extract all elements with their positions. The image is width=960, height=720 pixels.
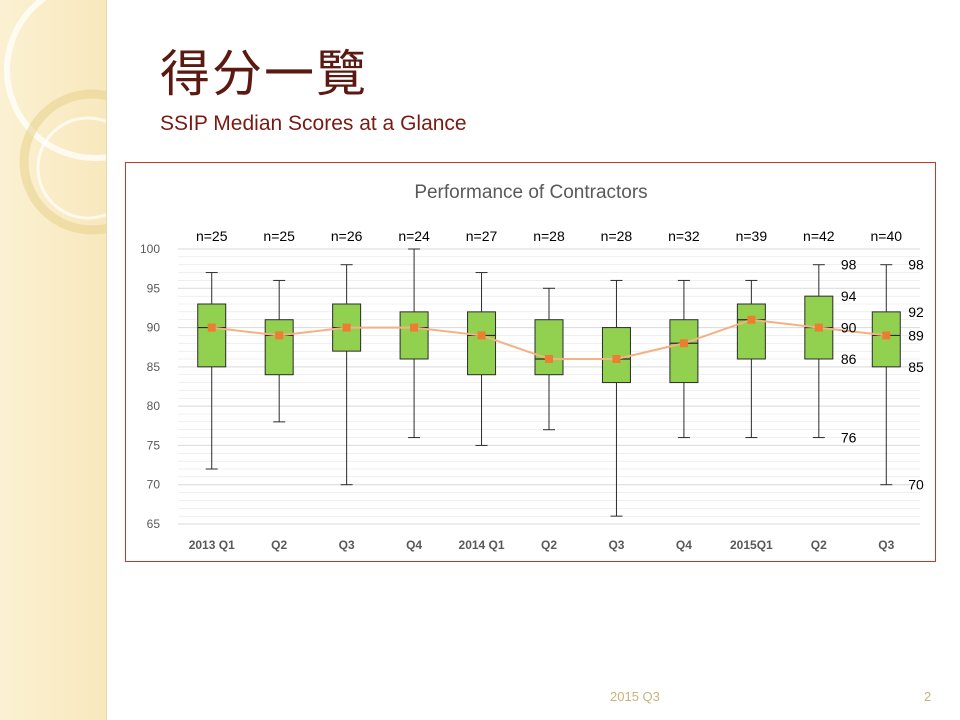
- value-annotation: 76: [841, 430, 857, 446]
- mean-series: [207, 315, 891, 363]
- boxplot-chart: Performance of Contractors 6570758085909…: [140, 182, 924, 552]
- mean-marker: [882, 331, 891, 340]
- x-tick-label: Q3: [339, 538, 355, 552]
- chart-title: Performance of Contractors: [414, 182, 647, 203]
- box-3: [399, 248, 429, 439]
- decorative-rings: [4, 0, 106, 235]
- sample-count-label: n=39: [736, 228, 768, 244]
- box-7: [669, 279, 699, 439]
- value-annotation: 92: [908, 304, 924, 320]
- value-annotation: 70: [908, 477, 924, 493]
- slide-subtitle: SSIP Median Scores at a Glance: [160, 112, 467, 135]
- mean-marker: [410, 323, 419, 332]
- mean-marker: [342, 323, 351, 332]
- x-tick-label: Q2: [811, 538, 827, 552]
- mean-marker: [814, 323, 823, 332]
- y-axis-ticks: 65 70 75 80 85 90 95 100: [140, 242, 160, 531]
- y-tick-label: 95: [147, 281, 161, 295]
- footer-date: 2015 Q3: [610, 689, 660, 704]
- x-tick-label: 2015Q1: [730, 538, 773, 552]
- sample-count-label: n=25: [263, 228, 295, 244]
- mean-marker: [545, 355, 553, 363]
- sample-count-label: n=26: [331, 228, 363, 244]
- sample-count-label: n=25: [196, 228, 228, 244]
- mean-marker: [679, 339, 688, 348]
- mean-marker: [275, 331, 284, 340]
- value-annotation: 98: [908, 257, 924, 273]
- page-number: 2: [924, 689, 932, 704]
- box-body: [399, 311, 429, 360]
- value-annotation: 98: [841, 257, 857, 273]
- mean-marker: [207, 323, 216, 332]
- box-body: [669, 319, 699, 384]
- sample-count-label: n=42: [803, 228, 835, 244]
- box-body: [264, 319, 294, 376]
- box-body: [197, 303, 227, 368]
- sample-count-label: n=28: [601, 228, 633, 244]
- y-tick-label: 85: [147, 360, 161, 374]
- chart-frame: Performance of Contractors 65 70 75 80 85 90 9…: [125, 162, 936, 562]
- y-tick-label: 90: [147, 321, 161, 335]
- sample-counts: n=25 n=25 n=26 n=24 n=27 n=28 n=28 n=32 n=39 n=42…: [196, 228, 902, 244]
- mean-marker: [747, 315, 756, 324]
- x-tick-label: Q2: [271, 538, 287, 552]
- box-body: [534, 319, 564, 376]
- y-tick-label: 100: [140, 242, 160, 256]
- box-1: [264, 279, 294, 423]
- x-tick-label: 2014 Q1: [459, 538, 505, 552]
- box-4: [467, 272, 497, 446]
- value-annotation: 90: [841, 320, 857, 336]
- x-tick-label: Q4: [406, 538, 422, 552]
- x-tick-label: 2013 Q1: [189, 538, 235, 552]
- box-body: [736, 303, 766, 360]
- x-tick-label: Q2: [541, 538, 557, 552]
- sample-count-label: n=28: [533, 228, 565, 244]
- value-annotation: 85: [908, 359, 924, 375]
- sample-count-label: n=32: [668, 228, 700, 244]
- x-tick-label: Q3: [608, 538, 624, 552]
- x-tick-label: Q3: [878, 538, 894, 552]
- slide-title: 得分一覽: [160, 45, 368, 103]
- box-9: [804, 264, 834, 439]
- value-annotation: 94: [841, 288, 857, 304]
- value-annotation: 86: [841, 351, 857, 367]
- sample-count-label: n=27: [466, 228, 498, 244]
- decorative-sidebar: [0, 0, 107, 720]
- sample-count-label: n=24: [398, 228, 430, 244]
- sample-count-label: n=40: [870, 228, 902, 244]
- box-0: [197, 272, 227, 470]
- mean-marker: [477, 331, 486, 340]
- x-tick-label: Q4: [676, 538, 692, 552]
- y-tick-label: 65: [147, 517, 161, 531]
- x-axis-ticks: 2013 Q1 Q2 Q3 Q4 2014 Q1 Q2 Q3 Q4 2015Q1 Q2 Q3: [189, 538, 895, 552]
- value-annotations: 98 94 90 86 76 98 92 89 85 70: [841, 257, 924, 493]
- box-body: [467, 311, 497, 376]
- y-tick-label: 80: [147, 399, 161, 413]
- y-tick-label: 75: [147, 438, 161, 452]
- y-tick-label: 70: [147, 478, 161, 492]
- value-annotation: 89: [908, 327, 924, 343]
- mean-marker: [612, 355, 621, 363]
